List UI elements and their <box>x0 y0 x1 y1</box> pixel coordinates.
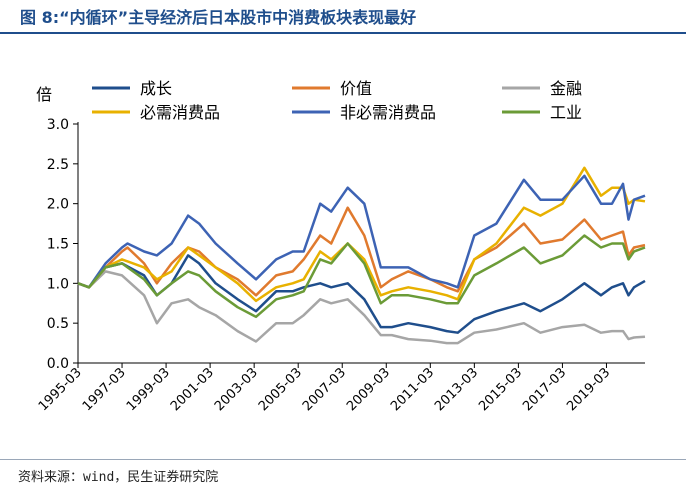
y-tick-label: 3.0 <box>47 117 69 133</box>
x-tick-label: 2019-03 <box>564 365 613 414</box>
x-tick-label: 2007-03 <box>300 365 349 414</box>
y-tick-label: 2.0 <box>47 197 69 213</box>
x-tick-label: 2017-03 <box>520 365 569 414</box>
y-tick-label: 1.5 <box>47 237 69 253</box>
chart-series <box>77 166 646 345</box>
x-tick-label: 2013-03 <box>432 365 481 414</box>
y-tick-label: 0.5 <box>47 316 69 332</box>
series-line-2 <box>77 206 646 297</box>
y-tick-label: 1.0 <box>47 276 69 292</box>
x-tick-label: 2015-03 <box>476 365 525 414</box>
series-line-3 <box>77 270 646 345</box>
legend-label: 非必需消费品 <box>340 103 436 122</box>
figure-title: 图 8:“内循环”主导经济后日本股市中消费板块表现最好 <box>20 8 417 27</box>
title-divider <box>0 32 686 34</box>
legend-label: 金融 <box>550 79 582 98</box>
legend-label: 工业 <box>550 103 582 122</box>
y-tick-label: 0.0 <box>47 356 69 372</box>
footer-divider <box>0 459 686 460</box>
x-tick-label: 2011-03 <box>388 365 437 414</box>
x-tick-label: 2003-03 <box>212 365 261 414</box>
x-tick-label: 1995-03 <box>36 365 85 414</box>
x-tick-label: 2009-03 <box>344 365 393 414</box>
x-tick-label: 2001-03 <box>168 365 217 414</box>
x-tick-label: 2005-03 <box>256 365 305 414</box>
series-line-6 <box>77 234 646 319</box>
legend-label: 价值 <box>340 79 372 98</box>
x-tick-label: 1997-03 <box>80 365 129 414</box>
series-line-4 <box>77 166 646 303</box>
source-note: 资料来源：wind，民生证券研究院 <box>18 470 219 485</box>
series-line-5 <box>77 174 646 289</box>
line-chart: 0.0 0.5 1.0 1.5 2.0 2.5 3.0 1995-031997-031999-… <box>36 79 646 414</box>
title-bar: 图 8:“内循环”主导经济后日本股市中消费板块表现最好 <box>0 0 686 34</box>
legend-label: 必需消费品 <box>140 103 220 122</box>
y-axis-label: 倍 <box>36 85 52 104</box>
x-tick-label: 1999-03 <box>124 365 173 414</box>
y-tick-label: 2.5 <box>47 157 69 173</box>
series-line-1 <box>77 254 646 334</box>
legend-label: 成长 <box>140 79 172 98</box>
